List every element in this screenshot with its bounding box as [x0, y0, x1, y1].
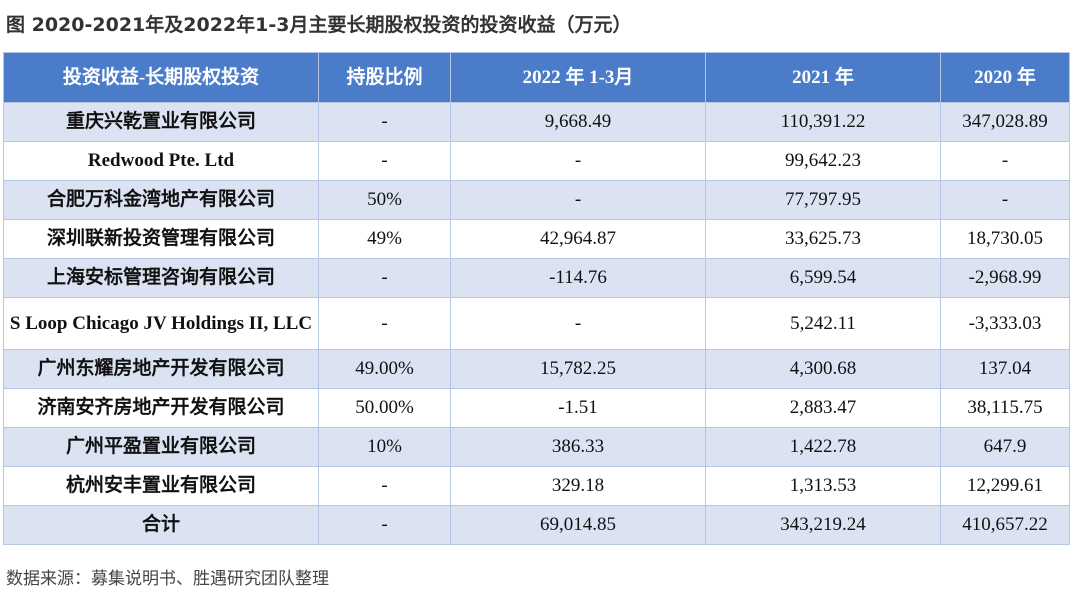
table-cell: - [318, 102, 451, 142]
table-cell: 9,668.49 [450, 102, 706, 142]
source-note: 数据来源：募集说明书、胜遇研究团队整理 [6, 569, 329, 589]
row-label: 广州东耀房地产开发有限公司 [3, 349, 319, 389]
header-cell: 投资收益-长期股权投资 [3, 52, 319, 103]
row-label: 济南安齐房地产开发有限公司 [3, 388, 319, 428]
table-cell: -2,968.99 [940, 258, 1070, 298]
table-cell: 10% [318, 427, 451, 467]
row-label: 合肥万科金湾地产有限公司 [3, 180, 319, 220]
table-cell: - [450, 297, 706, 350]
table-cell: - [450, 180, 706, 220]
table-cell: 4,300.68 [705, 349, 941, 389]
table-cell: 50.00% [318, 388, 451, 428]
table-cell: 329.18 [450, 466, 706, 506]
row-label: 杭州安丰置业有限公司 [3, 466, 319, 506]
table-cell: - [318, 505, 451, 545]
table-cell: -3,333.03 [940, 297, 1070, 350]
row-label: 上海安标管理咨询有限公司 [3, 258, 319, 298]
table-row: 重庆兴乾置业有限公司 -9,668.49 110,391.22 347,028.89 [3, 102, 1070, 142]
table-cell: 410,657.22 [940, 505, 1070, 545]
row-label: Redwood Pte. Ltd [3, 141, 319, 181]
row-label: 重庆兴乾置业有限公司 [3, 102, 319, 142]
row-label: 深圳联新投资管理有限公司 [3, 219, 319, 259]
table-cell: 33,625.73 [705, 219, 941, 259]
table-row: 深圳联新投资管理有限公司 49% 42,964.87 33,625.73 18,730.… [3, 219, 1070, 259]
table-cell: 49% [318, 219, 451, 259]
table-cell: - [318, 141, 451, 181]
table-cell: 110,391.22 [705, 102, 941, 142]
table-cell: 2,883.47 [705, 388, 941, 428]
row-label: S Loop Chicago JV Holdings II, LLC [3, 297, 319, 350]
table-row: 济南安齐房地产开发有限公司 50.00% -1.51 2,883.47 38,115.7… [3, 388, 1070, 428]
table-body: 重庆兴乾置业有限公司 -9,668.49 110,391.22 347,028.89 R… [3, 102, 1070, 545]
table-row: 杭州安丰置业有限公司 -329.18 1,313.53 12,299.61 [3, 466, 1070, 506]
table-cell: - [318, 258, 451, 298]
table-row: Redwood Pte. Ltd - -99,642.23- [3, 141, 1070, 181]
table-cell: 386.33 [450, 427, 706, 467]
table-cell: 347,028.89 [940, 102, 1070, 142]
header-row: 投资收益-长期股权投资 持股比例 2022 年 1-3月 2021 年 2020 年 [3, 52, 1070, 103]
table-cell: - [450, 141, 706, 181]
table-cell: 38,115.75 [940, 388, 1070, 428]
table-cell: 137.04 [940, 349, 1070, 389]
table-cell: - [940, 141, 1070, 181]
header-cell: 2021 年 [705, 52, 941, 103]
table-cell: - [318, 466, 451, 506]
table-row: 上海安标管理咨询有限公司 - -114.76 6,599.54 -2,968.99 [3, 258, 1070, 298]
table-cell: 12,299.61 [940, 466, 1070, 506]
table-cell: 42,964.87 [450, 219, 706, 259]
table-cell: 69,014.85 [450, 505, 706, 545]
table-row: 合肥万科金湾地产有限公司 50% -77,797.95- [3, 180, 1070, 220]
table-cell: 647.9 [940, 427, 1070, 467]
table-head: 投资收益-长期股权投资 持股比例 2022 年 1-3月 2021 年 2020 年 [3, 52, 1070, 103]
row-label: 广州平盈置业有限公司 [3, 427, 319, 467]
table-cell: 77,797.95 [705, 180, 941, 220]
table-cell: - [940, 180, 1070, 220]
table-cell: - [318, 297, 451, 350]
table-cell: 1,422.78 [705, 427, 941, 467]
header-cell: 2020 年 [940, 52, 1070, 103]
table-cell: 99,642.23 [705, 141, 941, 181]
table-cell: -114.76 [450, 258, 706, 298]
table-row: S Loop Chicago JV Holdings II, LLC - -5,24… [3, 297, 1070, 350]
table: 投资收益-长期股权投资 持股比例 2022 年 1-3月 2021 年 2020 年 重… [3, 52, 1070, 545]
table-cell: 18,730.05 [940, 219, 1070, 259]
table-cell: 1,313.53 [705, 466, 941, 506]
table-cell: -1.51 [450, 388, 706, 428]
header-cell: 持股比例 [318, 52, 451, 103]
table-row: 广州平盈置业有限公司 10% 386.33 1,422.78 647.9 [3, 427, 1070, 467]
table-cell: 5,242.11 [705, 297, 941, 350]
title: 图 2020-2021年及2022年1-3月主要长期股权投资的投资收益（万元） [6, 14, 632, 36]
table-cell: 343,219.24 [705, 505, 941, 545]
table-cell: 50% [318, 180, 451, 220]
row-label: 合计 [3, 505, 319, 545]
table-row: 合计 -69,014.85 343,219.24 410,657.22 [3, 505, 1070, 545]
table-row: 广州东耀房地产开发有限公司 49.00% 15,782.25 4,300.68 137.… [3, 349, 1070, 389]
table-cell: 6,599.54 [705, 258, 941, 298]
header-cell: 2022 年 1-3月 [450, 52, 706, 103]
table-cell: 49.00% [318, 349, 451, 389]
table-cell: 15,782.25 [450, 349, 706, 389]
